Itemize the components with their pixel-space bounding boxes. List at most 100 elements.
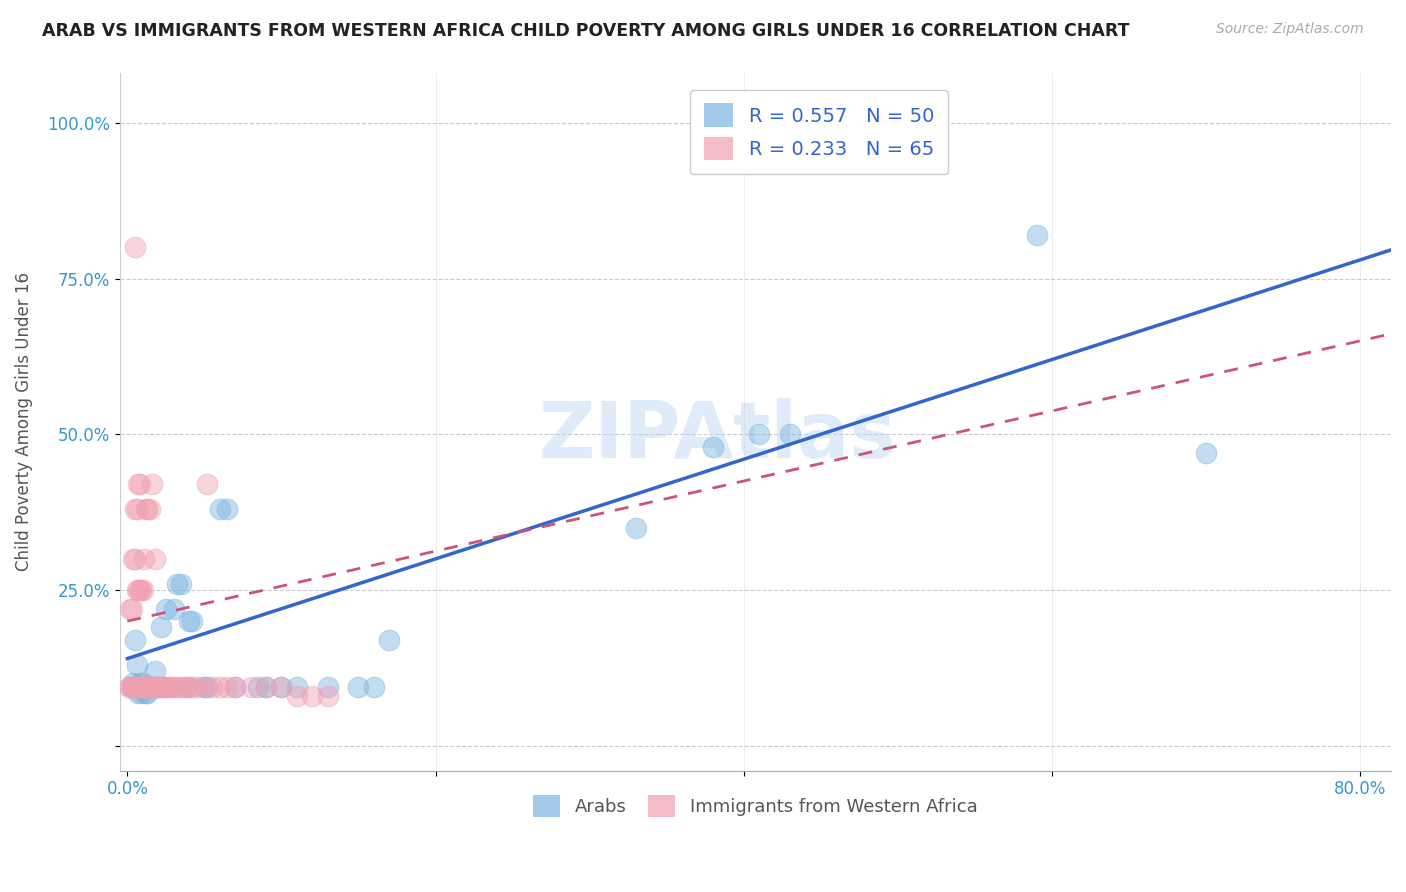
Point — [141, 680, 163, 694]
Point — [149, 680, 172, 694]
Point — [208, 502, 231, 516]
Point — [181, 680, 204, 694]
Point — [197, 680, 219, 694]
Point — [139, 680, 162, 694]
Point — [127, 477, 149, 491]
Point — [239, 680, 262, 694]
Point — [156, 680, 179, 694]
Text: ZIPAtlas: ZIPAtlas — [538, 398, 896, 474]
Point — [120, 680, 142, 694]
Point — [135, 502, 157, 516]
Point — [132, 680, 155, 694]
Point — [152, 680, 174, 694]
Point — [134, 680, 156, 694]
Point — [162, 601, 184, 615]
Point — [125, 582, 148, 597]
Point — [254, 680, 277, 694]
Point — [197, 477, 219, 491]
Point — [122, 676, 145, 690]
Point — [347, 680, 370, 694]
Point — [146, 680, 169, 694]
Point — [217, 680, 239, 694]
Point — [139, 502, 162, 516]
Point — [135, 680, 157, 694]
Point — [247, 680, 270, 694]
Point — [1195, 446, 1218, 460]
Point — [624, 521, 647, 535]
Point — [177, 680, 200, 694]
Point — [127, 680, 149, 694]
Point — [285, 680, 308, 694]
Point — [122, 552, 145, 566]
Point — [124, 680, 146, 694]
Point — [128, 582, 150, 597]
Point — [224, 680, 246, 694]
Point — [132, 680, 155, 694]
Point — [132, 676, 155, 690]
Point — [128, 680, 150, 694]
Point — [159, 680, 181, 694]
Point — [128, 477, 150, 491]
Point — [143, 664, 166, 678]
Point — [124, 502, 146, 516]
Point — [127, 680, 149, 694]
Point — [142, 680, 165, 694]
Point — [125, 657, 148, 672]
Point — [139, 680, 162, 694]
Point — [217, 502, 239, 516]
Text: ARAB VS IMMIGRANTS FROM WESTERN AFRICA CHILD POVERTY AMONG GIRLS UNDER 16 CORREL: ARAB VS IMMIGRANTS FROM WESTERN AFRICA C… — [42, 22, 1129, 40]
Point — [155, 680, 177, 694]
Point — [285, 689, 308, 703]
Point — [270, 680, 292, 694]
Text: Source: ZipAtlas.com: Source: ZipAtlas.com — [1216, 22, 1364, 37]
Point — [122, 680, 145, 694]
Point — [135, 680, 157, 694]
Point — [136, 686, 159, 700]
Point — [166, 680, 188, 694]
Point — [174, 680, 197, 694]
Point — [748, 427, 770, 442]
Point — [155, 601, 177, 615]
Point — [129, 686, 152, 700]
Legend: Arabs, Immigrants from Western Africa: Arabs, Immigrants from Western Africa — [526, 788, 984, 824]
Point — [150, 680, 173, 694]
Point — [174, 680, 197, 694]
Point — [118, 680, 141, 694]
Point — [138, 680, 160, 694]
Point — [138, 680, 160, 694]
Point — [128, 676, 150, 690]
Point — [141, 477, 163, 491]
Point — [170, 576, 193, 591]
Point — [143, 680, 166, 694]
Point — [135, 686, 157, 700]
Point — [134, 680, 156, 694]
Point — [316, 680, 339, 694]
Point — [125, 502, 148, 516]
Point — [125, 680, 148, 694]
Point — [702, 440, 724, 454]
Point — [127, 686, 149, 700]
Point — [270, 680, 292, 694]
Point — [128, 680, 150, 694]
Point — [143, 552, 166, 566]
Point — [141, 680, 163, 694]
Y-axis label: Child Poverty Among Girls Under 16: Child Poverty Among Girls Under 16 — [15, 272, 32, 572]
Point — [121, 601, 143, 615]
Point — [201, 680, 224, 694]
Point — [120, 601, 142, 615]
Point — [193, 680, 215, 694]
Point — [145, 680, 167, 694]
Point — [129, 582, 152, 597]
Point — [170, 680, 193, 694]
Point — [181, 614, 204, 628]
Point — [129, 680, 152, 694]
Point — [166, 576, 188, 591]
Point — [127, 582, 149, 597]
Point — [162, 680, 184, 694]
Point — [136, 502, 159, 516]
Point — [132, 582, 155, 597]
Point — [125, 680, 148, 694]
Point — [1025, 227, 1047, 242]
Point — [146, 680, 169, 694]
Point — [779, 427, 801, 442]
